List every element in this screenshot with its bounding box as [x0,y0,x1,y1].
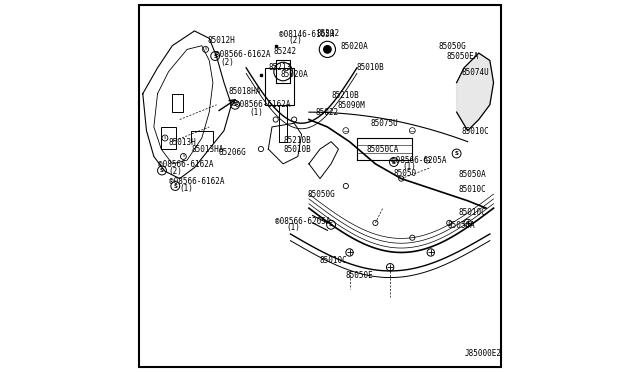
Text: 85020A: 85020A [281,70,308,78]
Text: 85050G: 85050G [308,190,335,199]
Text: 85242: 85242 [274,48,297,57]
Text: ®08566-6162A: ®08566-6162A [170,177,225,186]
Text: (1): (1) [250,108,264,117]
Circle shape [324,46,331,53]
Text: S: S [173,183,177,189]
Text: 85090M: 85090M [338,101,365,110]
Polygon shape [456,53,493,131]
Text: ®08566-6205A: ®08566-6205A [391,155,447,165]
Text: S: S [454,151,459,156]
Text: (2): (2) [289,36,303,45]
Text: (2): (2) [168,167,182,176]
Text: 85013H: 85013H [168,138,196,147]
Text: 85210B: 85210B [284,136,312,145]
Text: S: S [233,102,237,107]
Text: 85212: 85212 [316,29,339,38]
Text: ®08566-6205A: ®08566-6205A [275,217,330,225]
Text: J85000E2: J85000E2 [465,350,502,359]
Text: 85010C: 85010C [320,256,348,265]
Text: S: S [213,54,217,58]
Text: S: S [182,154,184,158]
Text: 85010C: 85010C [461,127,489,136]
Text: 85210B: 85210B [331,91,359,100]
Text: 85074U: 85074U [461,68,489,77]
Text: 85050A: 85050A [447,221,475,230]
Text: 85013HA: 85013HA [191,145,224,154]
Text: S: S [164,136,166,140]
Text: ®08566-6162A: ®08566-6162A [215,51,270,60]
Text: S: S [392,160,396,164]
Text: 85020A: 85020A [340,42,369,51]
Text: S: S [160,168,164,173]
Text: 85206G: 85206G [218,148,246,157]
Text: ®08566-6162A: ®08566-6162A [235,100,291,109]
Text: 85010C: 85010C [459,208,486,217]
Text: S: S [329,222,333,227]
Text: 85018HA: 85018HA [229,87,261,96]
Text: (2): (2) [220,58,234,67]
Text: 85050E: 85050E [346,271,374,280]
Bar [172,94,184,112]
Text: (1): (1) [286,223,300,232]
Text: 85075U: 85075U [371,119,398,128]
Text: 85050CA: 85050CA [367,145,399,154]
Text: 85010B: 85010B [357,63,385,72]
Text: 85050: 85050 [394,169,417,177]
Text: S: S [204,47,207,51]
Text: (1): (1) [179,185,193,193]
Text: 85012H: 85012H [207,36,235,45]
Text: ®08566-6162A: ®08566-6162A [158,160,214,169]
Text: 85050G: 85050G [438,42,466,51]
Text: (1): (1) [403,162,417,171]
Bar [161,127,176,149]
Text: ®08146-6165H: ®08146-6165H [280,30,335,39]
Text: 85213: 85213 [268,63,291,72]
Text: 85010C: 85010C [459,185,486,194]
Text: 85022: 85022 [316,108,339,117]
Text: 85050EA: 85050EA [447,52,479,61]
Text: 85050A: 85050A [459,170,486,179]
Text: 85010B: 85010B [284,145,312,154]
